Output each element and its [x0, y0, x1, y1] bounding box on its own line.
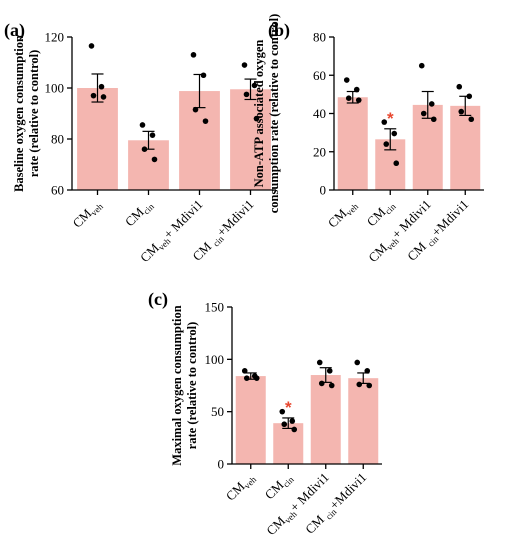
x-tick-label-suffix: + Mdivi1 — [287, 470, 332, 515]
data-point — [355, 97, 362, 103]
data-point — [345, 95, 352, 101]
y-tick-label: 120 — [45, 30, 65, 45]
data-point — [328, 382, 335, 389]
data-point — [354, 359, 361, 366]
bar — [348, 378, 379, 464]
data-point — [316, 359, 323, 366]
data-point — [466, 93, 473, 100]
y-axis-label: consumption rate (relative to control) — [267, 14, 281, 214]
y-tick-label: 100 — [205, 352, 225, 367]
panel-label: (c) — [148, 289, 168, 310]
x-tick-label: CMveh — [325, 196, 361, 232]
data-point — [100, 94, 107, 100]
data-point — [366, 382, 373, 389]
data-point — [420, 110, 427, 117]
y-tick-label: 20 — [313, 144, 326, 159]
panel-a-chart: (a)Baseline oxygen consumption rate (rela… — [4, 20, 276, 265]
data-point — [243, 375, 250, 381]
data-point — [458, 108, 465, 115]
data-point — [253, 115, 260, 122]
data-point — [190, 52, 197, 58]
y-tick-label: 40 — [313, 106, 326, 121]
data-point — [151, 156, 158, 163]
x-tick-label: CMveh — [70, 196, 106, 232]
y-tick-label: 60 — [51, 183, 64, 198]
y-axis-label: Non-ATP associated oxygen — [252, 40, 266, 188]
panel-b-chart: (b)Non-ATP associated oxygen consumption … — [252, 14, 484, 265]
x-tick-label-suffix: + Mdivi1 — [160, 197, 205, 242]
x-tick-label: CMcin — [122, 196, 156, 230]
x-tick-label: CMveh — [223, 469, 259, 505]
data-point — [139, 122, 146, 128]
data-point — [456, 83, 463, 90]
y-tick-label: 0 — [320, 183, 327, 198]
data-point — [241, 368, 248, 374]
data-point — [353, 86, 360, 93]
x-tick-label-suffix: +Mdivi1 — [429, 197, 472, 240]
data-point — [428, 101, 435, 107]
data-point — [468, 116, 475, 123]
data-point — [241, 62, 248, 68]
x-tick-label-suffix: +Mdivi1 — [214, 197, 257, 240]
data-point — [90, 92, 97, 99]
bar — [230, 89, 271, 190]
bar — [337, 97, 368, 190]
data-point — [430, 116, 437, 123]
bar — [412, 104, 443, 190]
data-point — [381, 119, 388, 125]
data-point — [279, 408, 286, 415]
data-point — [88, 43, 95, 49]
y-tick-label: 80 — [313, 30, 326, 45]
significance-star: * — [285, 398, 292, 417]
bar — [310, 375, 341, 464]
data-point — [141, 146, 148, 152]
bar — [450, 105, 481, 190]
x-tick-label-suffix: +Mdivi1 — [327, 470, 370, 513]
data-point — [364, 368, 371, 374]
data-point — [243, 91, 250, 98]
data-point — [418, 62, 425, 69]
data-point — [289, 418, 296, 424]
bar — [273, 423, 304, 464]
y-tick-label: 150 — [205, 300, 225, 315]
data-point — [251, 82, 258, 89]
x-tick-label-suffix: + Mdivi1 — [389, 197, 434, 242]
bar — [235, 376, 266, 464]
data-point — [383, 141, 390, 147]
significance-star: * — [387, 109, 394, 128]
data-point — [192, 106, 199, 113]
data-point — [98, 83, 105, 90]
data-point — [391, 130, 398, 137]
y-tick-label: 80 — [51, 132, 64, 147]
panel-label: (b) — [268, 20, 290, 41]
data-point — [149, 132, 156, 138]
data-point — [393, 160, 400, 167]
data-point — [291, 426, 298, 433]
y-axis-label: Maximal oxygen consumption — [170, 305, 184, 465]
data-point — [326, 368, 333, 374]
data-point — [318, 380, 325, 387]
bar — [77, 88, 118, 190]
data-point — [202, 118, 209, 124]
y-axis-label: rate (relative to control) — [185, 322, 199, 450]
data-point — [343, 77, 350, 83]
data-point — [281, 421, 288, 428]
data-point — [200, 72, 207, 79]
y-tick-label: 0 — [218, 457, 225, 472]
panel-c-chart: (c)Maximal oxygen consumption rate (relat… — [148, 289, 382, 538]
data-point — [253, 375, 260, 381]
panel-label: (a) — [4, 20, 25, 41]
y-axis-label: Baseline oxygen consumption — [12, 35, 26, 192]
y-axis-label: rate (relative to control) — [27, 50, 41, 178]
y-tick-label: 60 — [313, 68, 326, 83]
y-tick-label: 50 — [211, 404, 224, 419]
data-point — [356, 381, 363, 388]
y-tick-label: 100 — [45, 81, 65, 96]
